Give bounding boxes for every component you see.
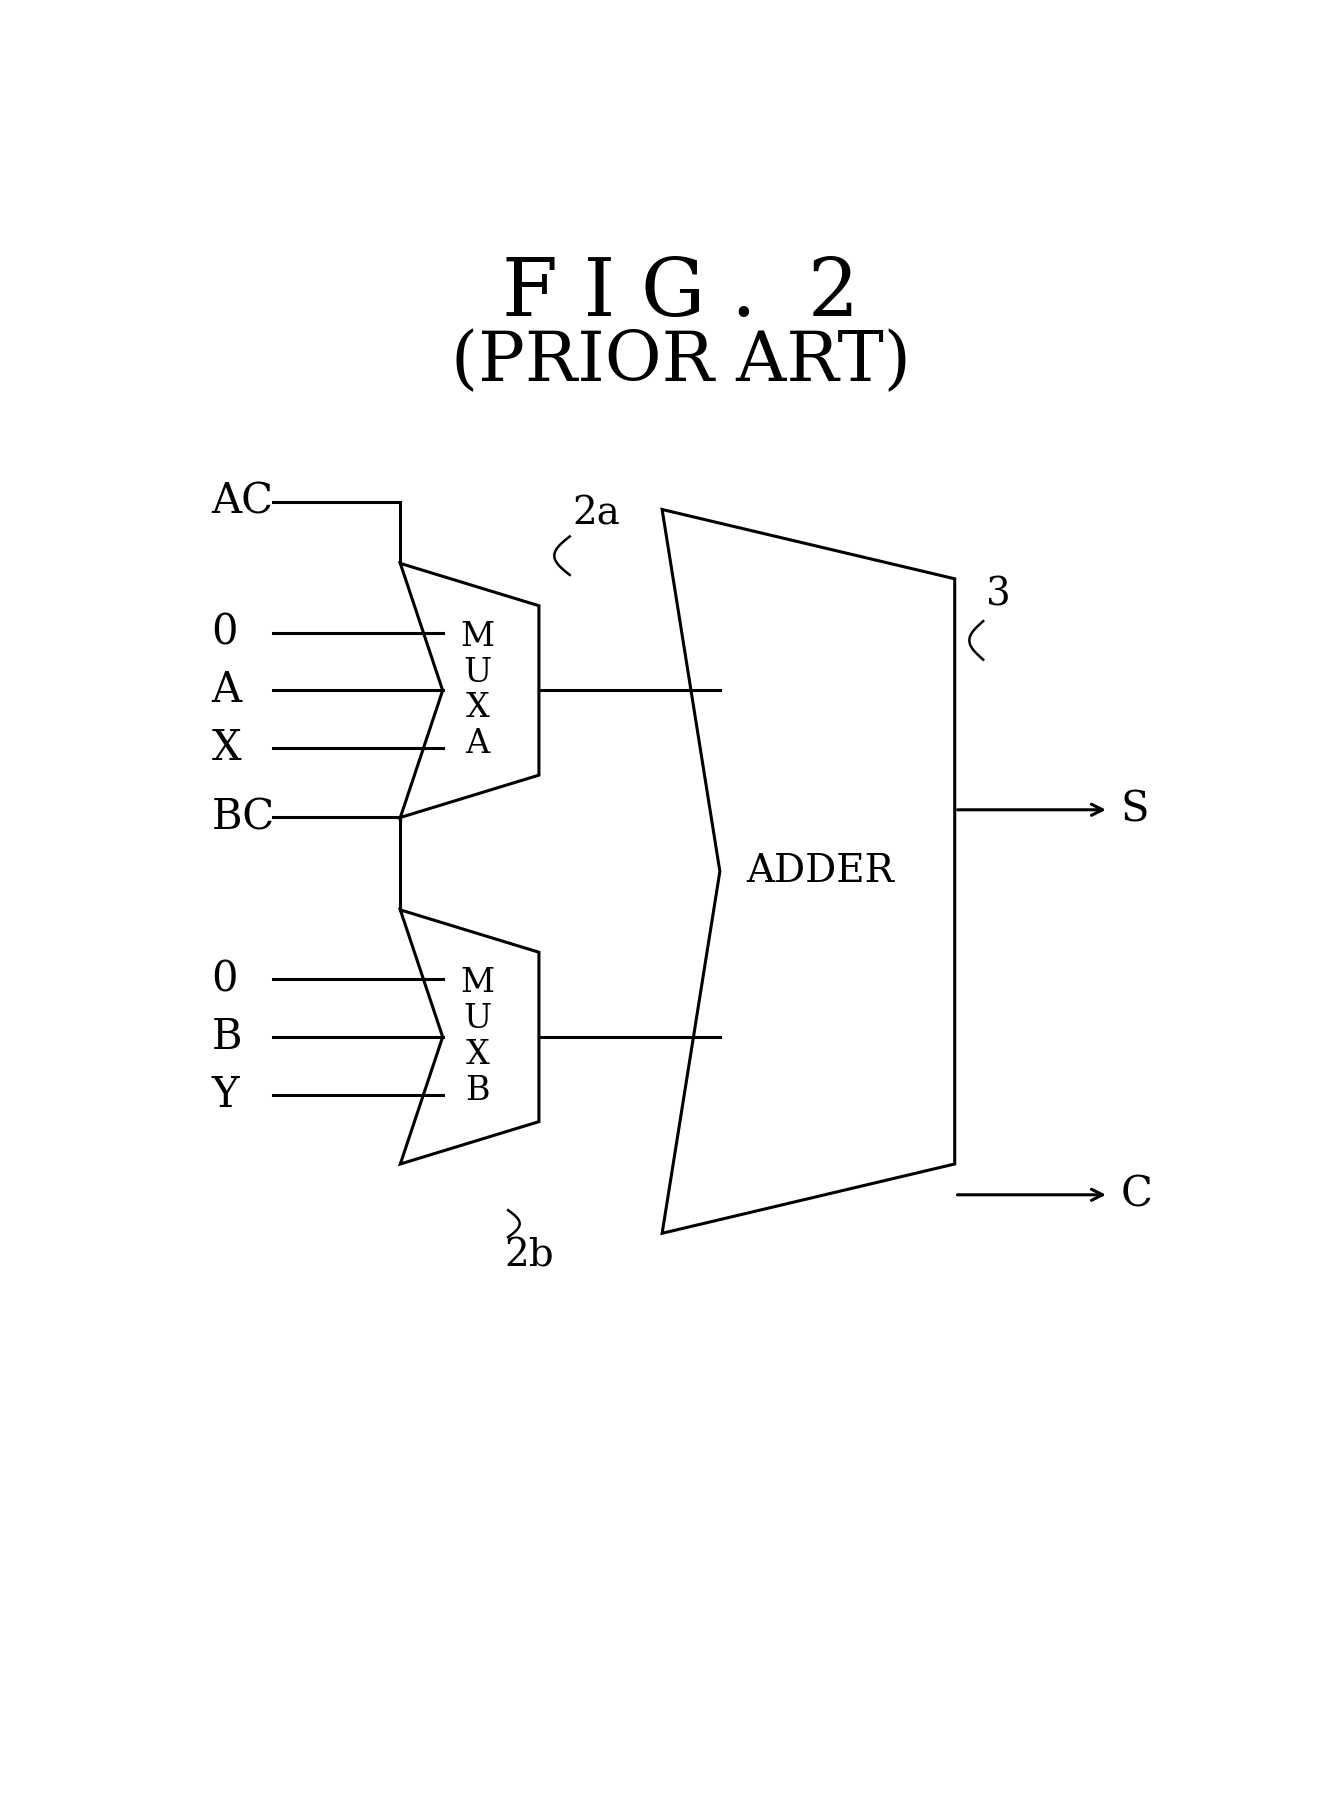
Text: S: S (1121, 789, 1149, 830)
Text: A: A (211, 670, 242, 711)
Text: Y: Y (211, 1073, 239, 1115)
Text: 2b: 2b (505, 1237, 554, 1273)
Text: (PRIOR ART): (PRIOR ART) (450, 328, 911, 394)
Text: AC: AC (211, 481, 274, 522)
Text: 0: 0 (211, 958, 238, 1000)
Text: X: X (211, 728, 242, 769)
Text: 0: 0 (211, 612, 238, 654)
Text: 2a: 2a (572, 495, 620, 533)
Text: F I G .  2: F I G . 2 (502, 256, 859, 333)
Text: M
U
X
A: M U X A (461, 621, 494, 760)
Text: BC: BC (211, 796, 275, 839)
Text: ADDER: ADDER (746, 854, 894, 890)
Text: M
U
X
B: M U X B (461, 967, 494, 1106)
Text: 3: 3 (985, 576, 1011, 614)
Text: B: B (211, 1016, 242, 1057)
Text: C: C (1121, 1174, 1153, 1216)
